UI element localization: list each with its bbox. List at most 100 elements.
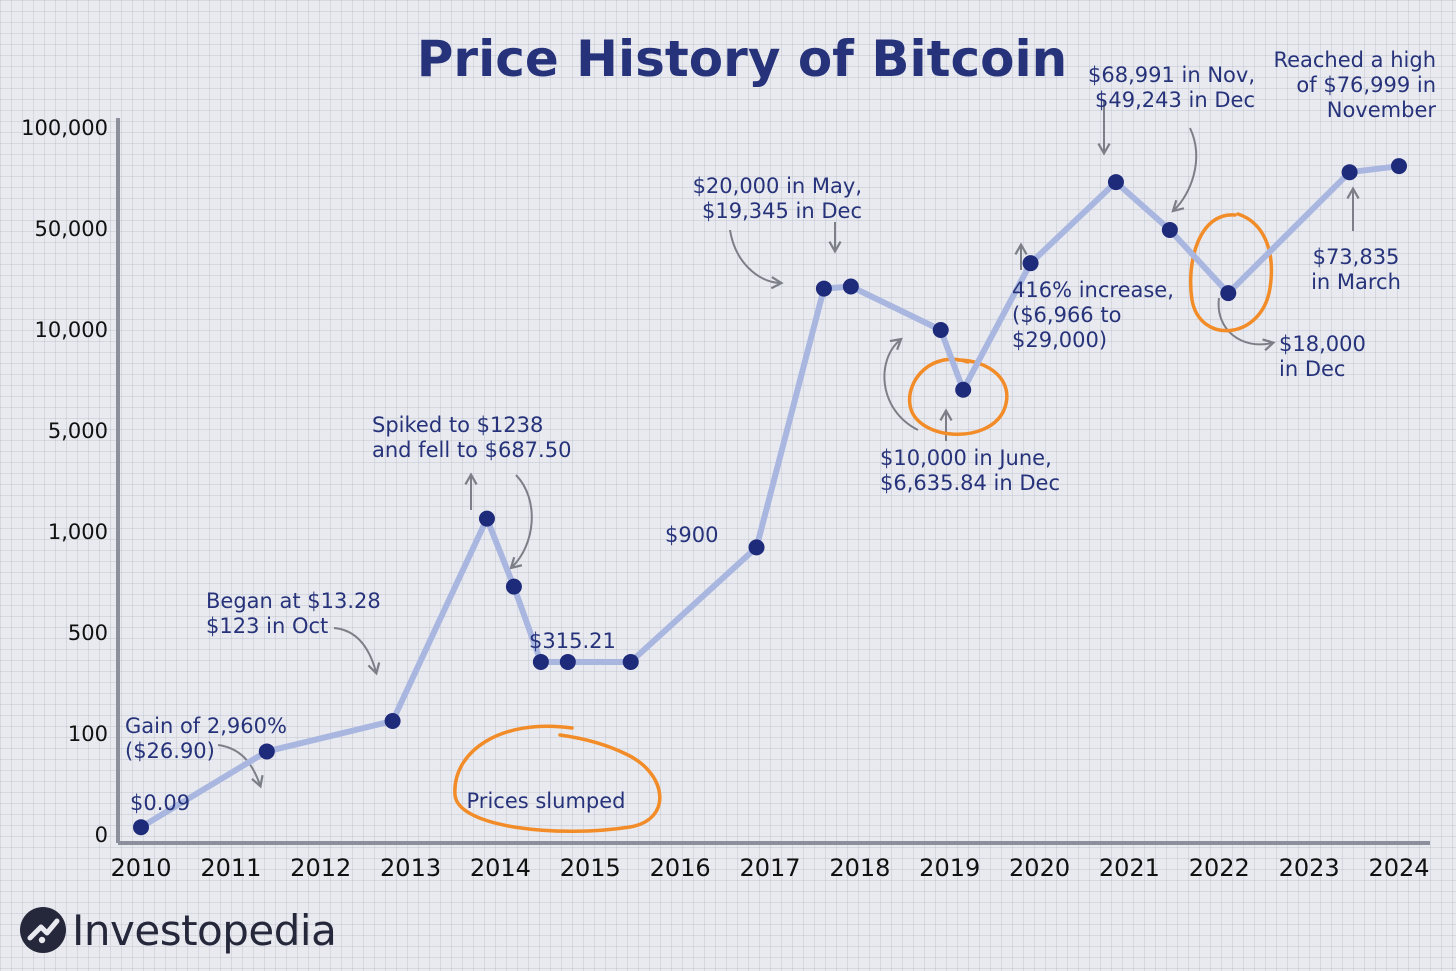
annotation-label: 416% increase, ($6,966 to $29,000): [1012, 278, 1174, 352]
annotation-line: $10,000 in June,: [880, 446, 1052, 470]
annotation-label: $73,835 in March: [1311, 245, 1401, 294]
annotation-line: Began at $13.28: [206, 589, 381, 613]
annotation-arrow: [333, 627, 381, 676]
x-tick-label: 2015: [560, 854, 621, 882]
data-point: [1341, 164, 1358, 181]
x-tick-labels: 2010 2011 2012 2013 2014 2015 2016 2017 2018 2019…: [110, 854, 1429, 882]
data-point: [748, 539, 765, 556]
brand-name: Investopedia: [72, 905, 337, 955]
annotation-label: $10,000 in June, $6,635.84 in Dec: [880, 446, 1060, 495]
x-tick-label: 2024: [1368, 854, 1429, 882]
x-tick-label: 2022: [1189, 854, 1250, 882]
annotation-label: $315.21: [529, 629, 616, 653]
x-tick-label: 2017: [739, 854, 800, 882]
y-tick-labels: 0 100 500 1,000 5,000 10,000 50,000 100,000: [21, 116, 108, 847]
investopedia-logo-icon: [20, 907, 66, 953]
annotation-arrow: [1171, 127, 1198, 213]
annotation-label: $900: [665, 523, 718, 547]
annotation-line: $19,345 in Dec: [702, 199, 862, 223]
y-tick-label: 1,000: [48, 520, 108, 544]
annotation-arrows: [217, 100, 1360, 789]
annotation-line: $123 in Oct: [206, 614, 328, 638]
annotation-label: $18,000 in Dec: [1279, 332, 1366, 381]
annotation-line: in Dec: [1279, 357, 1345, 381]
x-tick-label: 2016: [650, 854, 711, 882]
data-point: [1220, 285, 1237, 302]
x-tick-label: 2013: [380, 854, 441, 882]
annotation-label: Gain of 2,960% ($26.90): [125, 714, 287, 763]
annotation-line: $49,243 in Dec: [1095, 88, 1255, 112]
series-line: [138, 163, 1402, 831]
annotation-arrow: [1217, 297, 1276, 352]
annotation-line: $315.21: [529, 629, 616, 653]
data-point: [1391, 158, 1407, 175]
axes: [116, 118, 1430, 845]
x-tick-label: 2019: [919, 854, 980, 882]
y-tick-label: 100,000: [21, 116, 108, 140]
data-point: [133, 819, 149, 836]
data-point: [384, 713, 401, 730]
investopedia-logo: Investopedia: [20, 898, 337, 962]
annotation-label: Prices slumped: [467, 789, 626, 813]
annotation-line: Gain of 2,960%: [125, 714, 287, 738]
data-point: [622, 653, 639, 670]
x-tick-label: 2014: [470, 854, 531, 882]
annotation-line: $0.09: [130, 791, 190, 815]
annotation-line: Reached a high: [1273, 48, 1436, 72]
annotation-line: of $76,999 in: [1296, 73, 1436, 97]
annotation-line: 416% increase,: [1012, 278, 1174, 302]
slump-highlight-circle: [453, 724, 662, 834]
chart-title: Price History of Bitcoin: [417, 30, 1067, 88]
annotation-line: November: [1327, 98, 1437, 122]
annotation-label: $20,000 in May, $19,345 in Dec: [693, 174, 862, 223]
y-tick-label: 50,000: [35, 217, 108, 241]
y-tick-label: 10,000: [35, 318, 108, 342]
annotation-line: ($6,966 to: [1012, 303, 1121, 327]
annotation-line: $6,635.84 in Dec: [880, 471, 1060, 495]
data-point: [505, 578, 522, 595]
data-point: [815, 280, 832, 297]
data-point: [1107, 174, 1124, 191]
x-tick-label: 2018: [829, 854, 890, 882]
annotation-label: Reached a high of $76,999 in November: [1273, 48, 1436, 122]
annotation-line: $29,000): [1012, 328, 1107, 352]
2022-highlight-circle: [1188, 212, 1274, 333]
x-tick-label: 2011: [200, 854, 261, 882]
data-point: [842, 278, 859, 295]
annotation-label: $0.09: [130, 791, 190, 815]
x-tick-label: 2021: [1099, 854, 1160, 882]
data-point: [258, 743, 275, 760]
annotation-label: Began at $13.28 $123 in Oct: [206, 589, 381, 638]
annotation-line: $900: [665, 523, 718, 547]
data-point: [478, 510, 495, 527]
data-point: [932, 322, 949, 338]
x-tick-label: 2010: [110, 854, 171, 882]
data-point: [1161, 221, 1178, 238]
y-tick-label: 500: [68, 621, 108, 645]
annotations: $0.09 Gain of 2,960% ($26.90) Began at $13.…: [125, 48, 1436, 815]
annotation-arrow: [217, 744, 264, 789]
annotation-arrow: [883, 337, 919, 431]
y-tick-label: 5,000: [48, 419, 108, 443]
data-point: [955, 381, 972, 398]
y-tick-label: 0: [95, 823, 108, 847]
annotation-line: ($26.90): [125, 739, 215, 763]
annotation-line: in March: [1311, 270, 1401, 294]
data-points: [133, 158, 1407, 836]
annotation-line: Spiked to $1238: [372, 413, 543, 437]
annotation-line: Prices slumped: [467, 789, 626, 813]
annotation-line: $73,835: [1313, 245, 1400, 269]
highlight-circles: [453, 212, 1274, 834]
annotation-line: and fell to $687.50: [372, 438, 571, 462]
x-tick-label: 2023: [1279, 854, 1340, 882]
x-tick-label: 2020: [1009, 854, 1070, 882]
data-point: [559, 653, 576, 670]
annotation-arrow: [729, 229, 784, 290]
annotation-label: $68,991 in Nov, $49,243 in Dec: [1088, 63, 1255, 112]
annotation-label: Spiked to $1238 and fell to $687.50: [372, 413, 571, 462]
annotation-arrow: [509, 474, 533, 570]
data-point: [532, 653, 549, 670]
2019-highlight-circle: [907, 357, 1009, 437]
x-tick-label: 2012: [290, 854, 351, 882]
